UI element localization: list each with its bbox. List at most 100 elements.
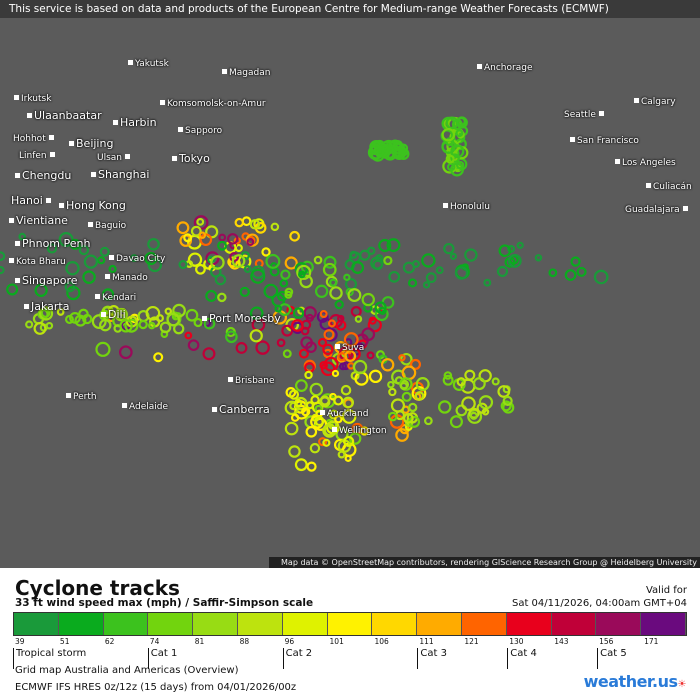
track-point bbox=[359, 426, 370, 436]
city-label: Phnom Penh bbox=[15, 238, 90, 249]
track-point bbox=[292, 307, 305, 319]
city-marker-icon bbox=[9, 258, 14, 263]
city-label: Suva bbox=[335, 343, 364, 354]
city-label: Magadan bbox=[222, 68, 270, 79]
track-point bbox=[148, 321, 156, 330]
track-point bbox=[319, 360, 328, 370]
city-marker-icon bbox=[320, 410, 325, 415]
track-point bbox=[298, 270, 306, 279]
track-point bbox=[481, 408, 490, 416]
city-label: Port Moresby bbox=[202, 313, 281, 324]
track-point bbox=[441, 127, 456, 142]
city-marker-icon bbox=[24, 304, 29, 309]
city-name: Jakarta bbox=[31, 300, 70, 313]
track-point bbox=[449, 415, 463, 429]
track-point bbox=[403, 412, 414, 424]
weather-us-logo[interactable]: weather.us☀ bbox=[584, 672, 687, 691]
track-point bbox=[309, 382, 324, 397]
track-point bbox=[305, 401, 314, 410]
track-point bbox=[516, 241, 524, 249]
city-label: Chengdu bbox=[15, 170, 71, 181]
track-point bbox=[414, 391, 425, 401]
city-label: Sapporo bbox=[178, 126, 222, 137]
track-point bbox=[348, 432, 362, 445]
track-point bbox=[25, 320, 34, 329]
scale-swatch bbox=[193, 613, 238, 635]
grid-description: Grid map Australia and Americas (Overvie… bbox=[15, 665, 239, 676]
city-marker-icon bbox=[160, 100, 165, 105]
track-point bbox=[445, 154, 455, 164]
city-name: Manado bbox=[112, 273, 148, 283]
track-point bbox=[118, 345, 133, 360]
city-marker-icon bbox=[682, 206, 688, 211]
track-point bbox=[370, 256, 384, 270]
scale-category: Cat 5 bbox=[597, 648, 627, 669]
track-point bbox=[217, 292, 227, 303]
track-point bbox=[338, 362, 347, 371]
city-marker-icon bbox=[49, 152, 55, 157]
track-point bbox=[263, 283, 279, 299]
track-point bbox=[491, 377, 500, 386]
track-point bbox=[183, 233, 193, 243]
track-point bbox=[350, 305, 362, 317]
track-point bbox=[195, 263, 206, 275]
track-point bbox=[281, 324, 294, 337]
scale-swatch bbox=[372, 613, 418, 635]
track-point bbox=[450, 144, 465, 159]
city-name: Port Moresby bbox=[209, 312, 281, 325]
city-label: Singapore bbox=[15, 275, 78, 286]
track-point bbox=[64, 314, 75, 324]
city-label: Dili bbox=[101, 309, 126, 320]
track-point bbox=[296, 264, 312, 280]
city-label: San Francisco bbox=[570, 136, 639, 147]
map[interactable]: Yakutsk Magadan Irkutsk Ulaanbaatar Komsomol… bbox=[0, 0, 700, 568]
scale-swatch bbox=[282, 613, 328, 635]
scale-category: Cat 4 bbox=[507, 648, 537, 669]
scale-tick: 96 bbox=[284, 637, 295, 646]
track-point bbox=[442, 374, 454, 386]
track-point bbox=[184, 331, 193, 340]
city-marker-icon bbox=[477, 64, 482, 69]
track-point bbox=[497, 385, 511, 398]
city-name: Perth bbox=[73, 392, 97, 402]
track-point bbox=[401, 391, 412, 402]
track-point bbox=[144, 251, 158, 266]
track-point bbox=[570, 256, 581, 267]
track-point bbox=[333, 395, 344, 406]
track-point bbox=[450, 153, 460, 163]
track-point bbox=[291, 319, 304, 332]
track-point bbox=[354, 315, 363, 323]
track-point bbox=[234, 217, 245, 228]
track-point bbox=[507, 253, 522, 268]
scale-tick: 81 bbox=[194, 637, 205, 646]
city-label: Vientiane bbox=[9, 215, 68, 226]
track-point bbox=[469, 411, 478, 420]
city-label: Kendari bbox=[95, 293, 136, 304]
track-point bbox=[399, 381, 408, 391]
track-point bbox=[241, 216, 252, 227]
track-point bbox=[351, 261, 365, 274]
track-point bbox=[284, 287, 294, 297]
track-point bbox=[423, 416, 433, 426]
city-marker-icon bbox=[124, 154, 130, 159]
track-point bbox=[124, 318, 139, 333]
track-point bbox=[69, 238, 81, 250]
track-point bbox=[425, 272, 437, 284]
track-point bbox=[278, 303, 292, 316]
track-point bbox=[502, 395, 513, 406]
track-point bbox=[361, 292, 375, 307]
legend-subtitle: 33 ft wind speed max (mph) / Saffir-Simp… bbox=[15, 597, 314, 609]
city-marker-icon bbox=[14, 95, 19, 100]
track-point bbox=[467, 408, 483, 424]
scale-tick: 143 bbox=[554, 637, 569, 646]
city-marker-icon bbox=[202, 316, 207, 321]
track-point bbox=[250, 268, 266, 284]
track-point bbox=[322, 438, 331, 447]
city-name: Auckland bbox=[327, 409, 369, 419]
track-point bbox=[381, 144, 390, 153]
track-point bbox=[99, 318, 112, 332]
city-name: Hanoi bbox=[11, 194, 43, 207]
track-point bbox=[361, 327, 376, 342]
scale-swatch bbox=[506, 613, 552, 635]
track-point bbox=[442, 158, 457, 174]
